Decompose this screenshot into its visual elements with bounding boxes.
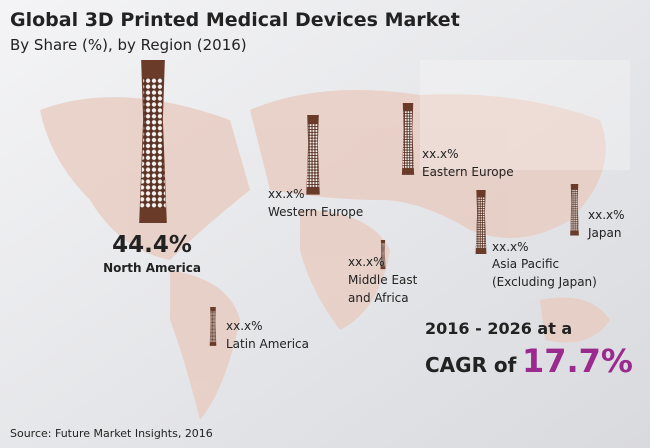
region-value: xx.x% [422,147,459,161]
cast-icon [401,103,415,175]
subtitle: By Share (%), by Region (2016) [10,36,247,54]
cast-icon [306,115,320,195]
region-value: xx.x% [492,240,529,254]
region-value: 44.4% [112,232,192,258]
region-value: xx.x% [348,255,385,269]
region-value: xx.x% [226,319,263,333]
region-label: Asia Pacific [492,257,559,271]
region-label: Western Europe [268,205,363,219]
region-value: xx.x% [268,187,305,201]
cast-icon [570,184,579,236]
title: Global 3D Printed Medical Devices Market [10,9,460,31]
region-label: Eastern Europe [422,165,514,179]
region-label: Latin America [226,337,309,351]
cagr: CAGR of 17.7% [425,342,633,380]
region-label: (Excluding Japan) [492,275,597,289]
region-value: xx.x% [588,208,625,222]
source: Source: Future Market Insights, 2016 [10,427,213,440]
cagr-period: 2016 - 2026 at a [425,319,572,338]
region-label: North America [103,261,201,275]
region-label: and Africa [348,291,409,305]
cast-icon [139,60,167,224]
cagr-prefix: CAGR of [425,353,517,377]
cast-icon [209,307,217,346]
region-label: Japan [587,226,621,240]
region-label: Middle East [348,273,418,287]
cast-icon [475,190,487,255]
cagr-value: 17.7% [522,342,633,380]
backdrop-shape [420,60,630,170]
